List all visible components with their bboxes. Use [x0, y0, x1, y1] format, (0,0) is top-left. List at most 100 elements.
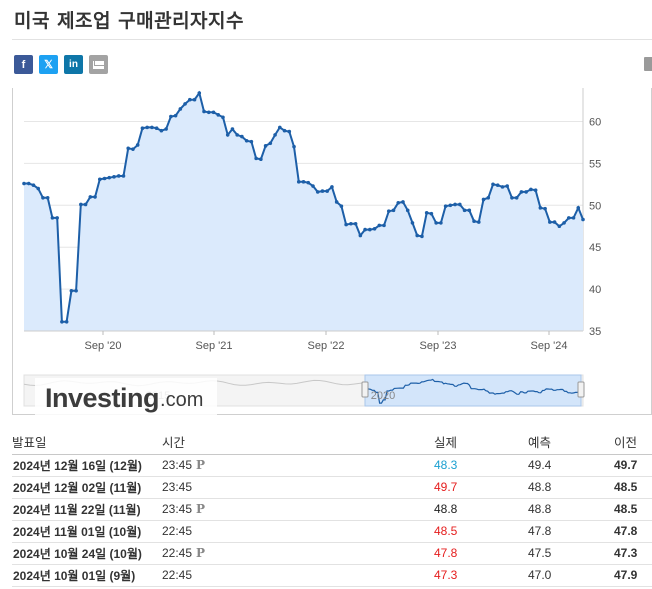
data-point — [69, 288, 74, 293]
data-point — [150, 125, 154, 130]
data-point — [211, 110, 216, 115]
y-tick-label: 40 — [589, 284, 601, 296]
data-point — [301, 180, 306, 184]
data-point — [486, 195, 491, 200]
data-point — [533, 188, 538, 193]
row-time-cell: 22:45 — [162, 520, 434, 543]
data-point — [192, 97, 197, 102]
history-table: 발표일 시간 실제 예측 이전 2024년 12월 16일 (12월) 23:4… — [12, 430, 652, 587]
col-actual[interactable]: 실제 — [434, 430, 528, 455]
data-point — [543, 206, 547, 211]
data-point — [458, 202, 462, 207]
data-point — [287, 129, 292, 134]
y-tick-label: 55 — [589, 158, 601, 170]
data-point — [372, 226, 377, 231]
data-point — [557, 224, 562, 229]
col-previous[interactable]: 이전 — [614, 430, 652, 455]
data-point — [60, 319, 64, 324]
data-point — [358, 233, 363, 238]
data-point — [529, 187, 533, 192]
row-time: 23:45 — [162, 502, 193, 516]
data-point — [415, 233, 419, 238]
x-tick-label: Sep '23 — [420, 340, 457, 352]
row-time-cell: 22:45 — [162, 564, 434, 587]
data-point — [225, 133, 230, 137]
data-point — [273, 133, 277, 137]
data-point — [93, 195, 97, 199]
twitter-share-icon[interactable]: 𝕏 — [39, 55, 58, 74]
data-point — [353, 221, 358, 226]
data-point — [254, 156, 258, 161]
data-point — [249, 139, 254, 144]
chart-container[interactable]: 60 55 50 45 40 35 Sep '20 Sep '21 Sep '22 Sep '23… — [12, 88, 652, 418]
data-point — [112, 175, 116, 179]
page-title: 미국 제조업 구매관리자지수 — [14, 10, 244, 32]
navigator-series-line — [365, 378, 582, 404]
print-icon[interactable] — [644, 57, 652, 71]
data-point — [510, 195, 514, 200]
data-point — [45, 195, 50, 200]
data-point — [396, 200, 401, 205]
row-forecast: 47.5 — [528, 542, 614, 565]
preliminary-icon[interactable]: P — [196, 502, 206, 516]
data-point — [495, 183, 500, 187]
data-point — [97, 177, 102, 182]
data-point — [79, 202, 83, 207]
data-point — [26, 181, 31, 186]
data-point — [472, 219, 476, 224]
data-point — [439, 221, 443, 225]
linkedin-share-icon[interactable]: in — [64, 55, 83, 74]
row-date: 2024년 12월 16일 (12월) — [12, 454, 162, 477]
navigator-handle[interactable] — [577, 381, 585, 398]
data-point — [405, 208, 410, 213]
data-point — [296, 180, 301, 184]
row-time-cell: 22:45 P — [162, 542, 434, 565]
data-point — [500, 185, 505, 189]
data-point — [349, 221, 353, 226]
row-time: 23:45 — [162, 458, 193, 472]
data-point — [178, 107, 183, 111]
data-point — [259, 157, 263, 162]
data-point — [102, 176, 107, 181]
data-point — [263, 144, 268, 148]
data-point — [311, 184, 315, 188]
data-point — [221, 115, 225, 120]
facebook-share-icon[interactable]: f — [14, 55, 33, 74]
col-release-date[interactable]: 발표일 — [12, 430, 162, 455]
data-point — [173, 113, 178, 118]
data-point — [41, 195, 45, 200]
col-forecast[interactable]: 예측 — [528, 430, 614, 455]
data-point — [154, 126, 159, 131]
table-row: 2024년 11월 01일 (10월) 22:45 48.5 47.8 47.8 — [12, 520, 652, 543]
series-area — [24, 93, 583, 331]
data-point — [552, 220, 557, 224]
data-point — [339, 204, 344, 208]
col-time[interactable]: 시간 — [162, 430, 434, 455]
preliminary-icon[interactable]: P — [196, 458, 206, 472]
data-point — [368, 227, 372, 232]
y-tick-label: 50 — [589, 200, 601, 212]
data-point — [481, 197, 486, 202]
data-point — [382, 223, 386, 228]
data-point — [448, 203, 453, 208]
navigator-handle[interactable] — [361, 381, 369, 398]
row-actual: 48.8 — [434, 498, 528, 521]
email-share-icon[interactable] — [89, 55, 108, 74]
navigator-selection — [364, 374, 582, 407]
data-point — [183, 102, 187, 106]
table-row: 2024년 10월 24일 (10월) 22:45 P 47.8 47.5 47.… — [12, 542, 652, 565]
data-point — [581, 217, 585, 222]
data-point — [548, 220, 552, 224]
data-point — [197, 91, 202, 95]
row-previous: 49.7 — [614, 454, 652, 477]
y-tick-label: 45 — [589, 242, 601, 254]
row-time-cell: 23:45 P — [162, 498, 434, 521]
data-point — [571, 216, 576, 220]
data-point — [391, 208, 396, 213]
data-point — [278, 125, 282, 130]
data-point — [164, 127, 168, 131]
table-header-row: 발표일 시간 실제 예측 이전 — [12, 430, 652, 455]
preliminary-icon[interactable]: P — [196, 546, 206, 560]
data-point — [334, 200, 339, 204]
row-date: 2024년 11월 22일 (11월) — [12, 498, 162, 521]
